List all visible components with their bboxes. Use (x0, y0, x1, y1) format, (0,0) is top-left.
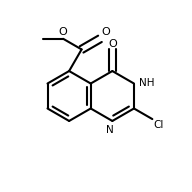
Text: N: N (106, 125, 113, 135)
Text: Cl: Cl (153, 120, 164, 130)
Text: O: O (101, 26, 110, 36)
Text: O: O (108, 39, 117, 49)
Text: O: O (59, 26, 67, 36)
Text: NH: NH (139, 78, 154, 88)
